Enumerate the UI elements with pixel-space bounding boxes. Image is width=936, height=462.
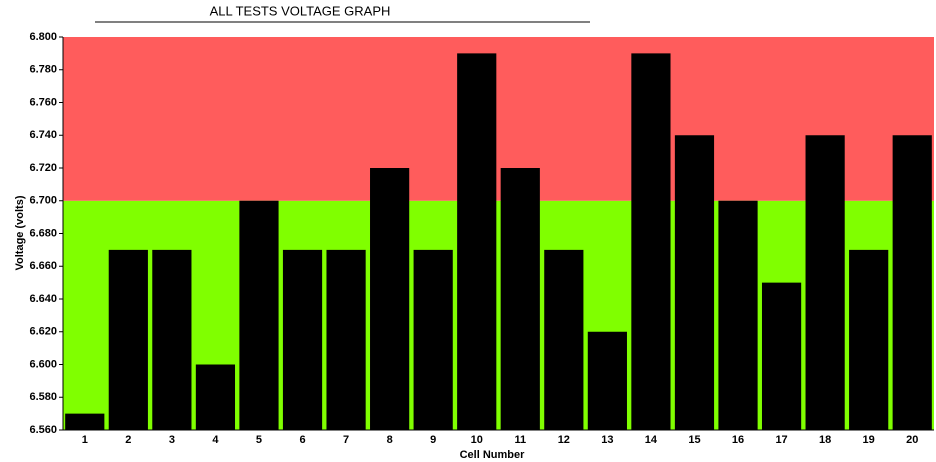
y-tick-label: 6.580 <box>29 391 57 403</box>
x-tick-label: 3 <box>169 434 175 446</box>
y-tick-label: 6.640 <box>29 293 57 305</box>
x-tick-label: 19 <box>863 434 875 446</box>
y-tick-label: 6.680 <box>29 227 57 239</box>
bar <box>282 249 323 430</box>
x-tick-label: 1 <box>82 434 88 446</box>
x-tick-label: 12 <box>558 434 570 446</box>
y-tick-label: 6.780 <box>29 64 57 76</box>
y-tick-label: 6.660 <box>29 260 57 272</box>
bar <box>587 331 627 430</box>
bar <box>500 168 540 430</box>
y-tick-label: 6.760 <box>29 96 57 108</box>
y-tick-label: 6.720 <box>29 162 57 174</box>
bar <box>892 135 932 430</box>
x-tick-label: 2 <box>125 434 131 446</box>
y-tick-label: 6.620 <box>29 326 57 338</box>
bar <box>370 168 410 430</box>
bar <box>65 413 105 430</box>
threshold-band <box>63 37 934 201</box>
y-tick-label: 6.600 <box>29 358 57 370</box>
x-tick-label: 4 <box>212 434 219 446</box>
bar <box>326 249 366 430</box>
bar <box>108 249 148 430</box>
y-tick-label: 6.800 <box>29 31 57 43</box>
bar <box>544 249 584 430</box>
threshold-band <box>63 200 934 430</box>
x-tick-label: 20 <box>906 434 918 446</box>
x-tick-label: 9 <box>430 434 436 446</box>
bar <box>195 364 236 430</box>
x-tick-label: 17 <box>775 434 787 446</box>
y-tick-label: 6.740 <box>29 129 57 141</box>
x-tick-label: 15 <box>688 434 700 446</box>
x-axis-label: Cell Number <box>460 449 526 461</box>
bar <box>674 135 715 430</box>
bar <box>413 249 453 430</box>
x-tick-label: 5 <box>256 434 262 446</box>
bar <box>718 200 758 430</box>
bar <box>761 282 802 430</box>
bar <box>239 200 279 430</box>
x-tick-label: 18 <box>819 434 831 446</box>
x-tick-label: 14 <box>645 434 658 446</box>
x-tick-label: 8 <box>387 434 393 446</box>
y-axis-label: Voltage (volts) <box>14 195 26 270</box>
x-tick-label: 13 <box>601 434 613 446</box>
bar <box>805 135 845 430</box>
x-tick-label: 6 <box>299 434 305 446</box>
x-tick-label: 7 <box>343 434 349 446</box>
bar <box>457 53 497 430</box>
x-tick-label: 11 <box>514 434 526 446</box>
chart-title: ALL TESTS VOLTAGE GRAPH <box>210 3 391 18</box>
y-tick-label: 6.560 <box>29 424 57 436</box>
x-tick-label: 16 <box>732 434 744 446</box>
bar <box>849 249 889 430</box>
x-tick-label: 10 <box>471 434 483 446</box>
bar <box>152 249 192 430</box>
bar <box>631 53 671 430</box>
y-tick-label: 6.700 <box>29 195 57 207</box>
